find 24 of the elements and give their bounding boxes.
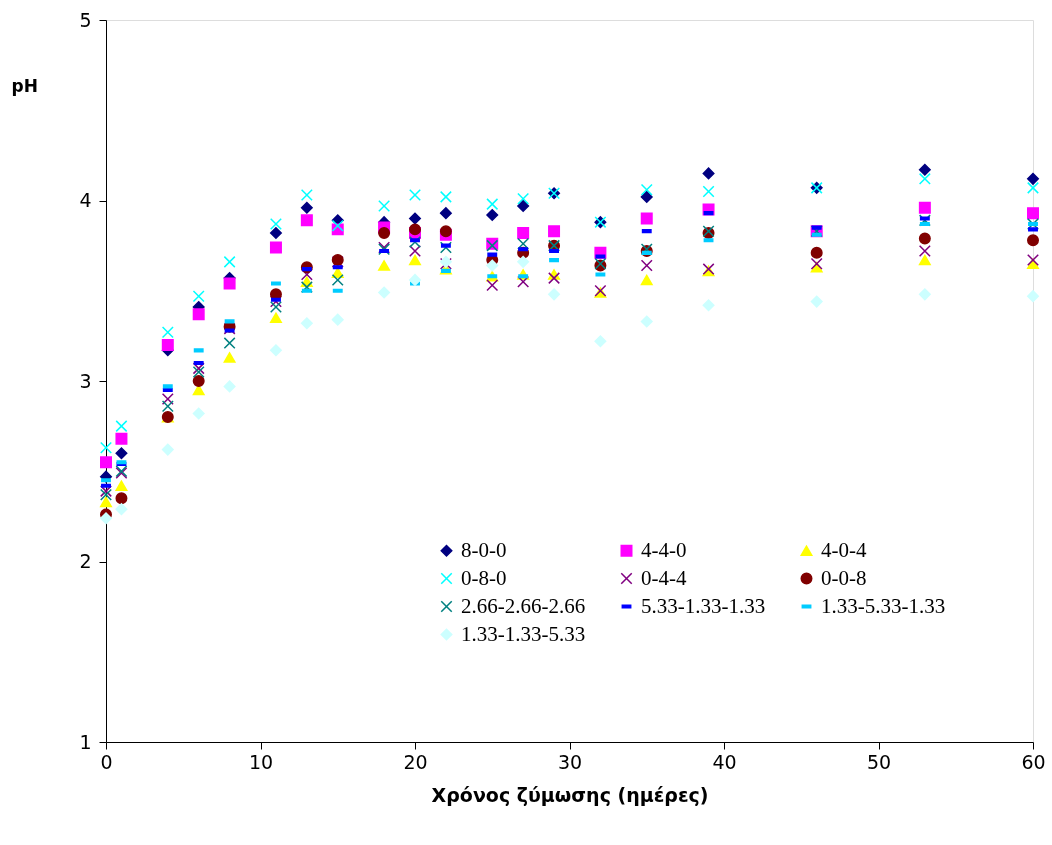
legend-label: 4-0-4 <box>821 537 867 562</box>
legend-label: 5.33-1.33-1.33 <box>641 593 766 618</box>
y-tick-label: 1 <box>79 730 92 753</box>
legend-label: 0-8-0 <box>461 565 507 590</box>
y-tick-label: 2 <box>79 550 92 572</box>
legend-label: 1.33-5.33-1.33 <box>821 593 946 618</box>
legend-label: 0-0-8 <box>821 565 867 590</box>
x-tick-label: 20 <box>403 750 428 773</box>
y-tick-label: 4 <box>79 189 92 211</box>
legend-label: 0-4-4 <box>641 565 687 590</box>
x-tick-label: 40 <box>712 750 737 773</box>
x-tick-label: 10 <box>248 750 274 773</box>
legend-label: 2.66-2.66-2.66 <box>461 593 586 618</box>
x-axis-title: Χρόνος ζύμωσης (ημέρες) <box>431 783 709 806</box>
y-tick-label: 5 <box>79 8 92 31</box>
x-tick-label: 60 <box>1021 750 1046 773</box>
y-axis-title: pH <box>11 75 38 96</box>
y-tick-label: 3 <box>79 369 92 392</box>
legend-label: 8-0-0 <box>461 537 507 562</box>
x-tick-label: 0 <box>100 750 113 773</box>
x-tick-label: 30 <box>557 750 583 773</box>
legend-label: 1.33-1.33-5.33 <box>461 621 586 646</box>
legend-label: 4-4-0 <box>641 537 687 562</box>
x-tick-label: 50 <box>866 750 892 773</box>
